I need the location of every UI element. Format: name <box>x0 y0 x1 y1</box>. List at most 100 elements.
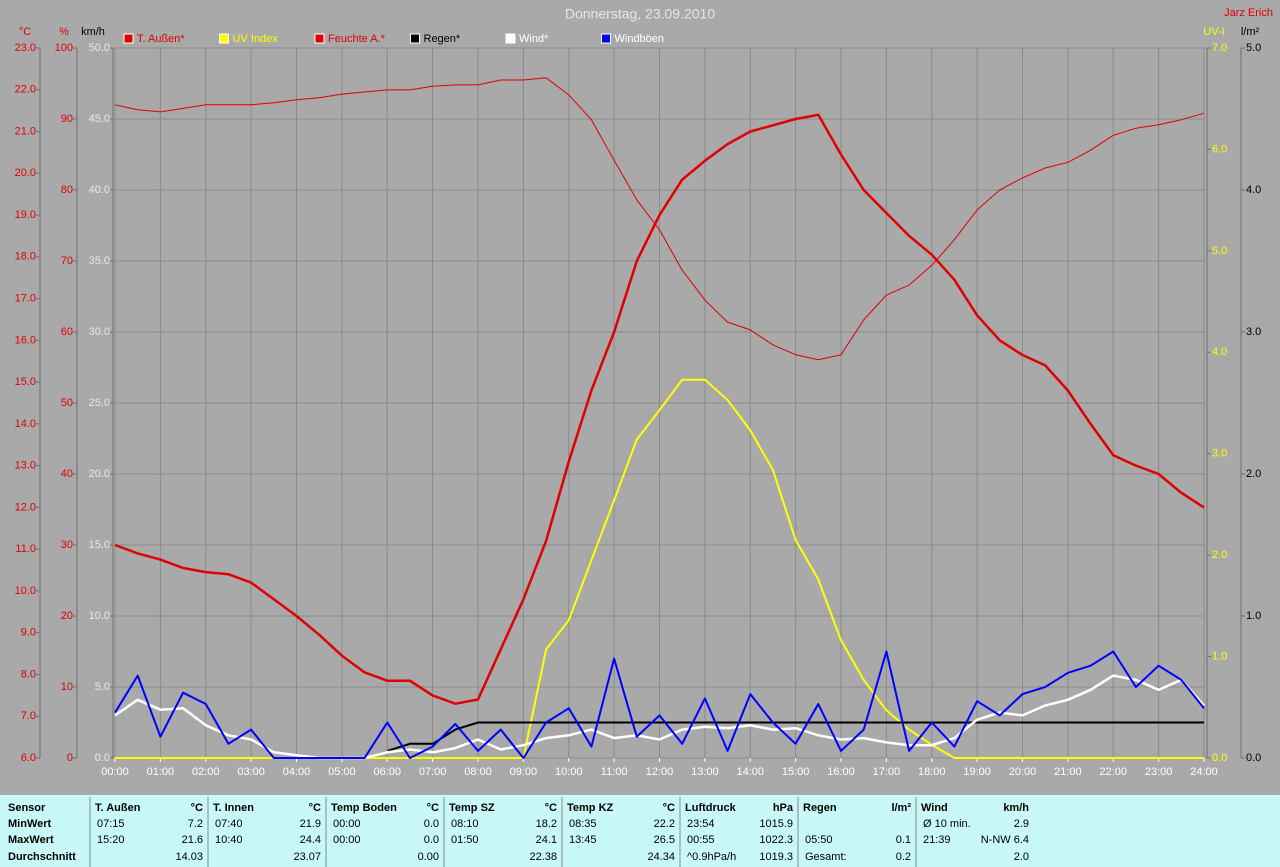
cell-time: 01:50 <box>451 834 479 846</box>
x-tick-label: 19:00 <box>963 766 991 778</box>
legend-swatch <box>314 33 325 44</box>
y-tick-label: 0.0 <box>1246 752 1261 764</box>
group-unit: °C <box>309 802 321 814</box>
cell-value: 21.9 <box>300 818 321 830</box>
cell-time: 21:39 <box>923 834 951 846</box>
y-tick-label: 10 <box>61 681 73 693</box>
group-unit: hPa <box>773 802 794 814</box>
y-tick-label: 10.0 <box>89 610 110 622</box>
x-tick-label: 05:00 <box>328 766 356 778</box>
cell-time: 00:55 <box>687 834 715 846</box>
cell-time: 07:15 <box>97 818 125 830</box>
group-unit: °C <box>663 802 675 814</box>
series-line <box>114 77 1205 361</box>
row-label: Durchschnitt <box>8 851 76 863</box>
y-tick-label: 7.0 <box>1212 42 1227 54</box>
y-tick-label: 20 <box>61 610 73 622</box>
y-tick-label: 25.0 <box>89 397 110 409</box>
cell-value: 26.5 <box>654 834 675 846</box>
group-name: T. Außen <box>95 802 141 814</box>
x-tick-label: 04:00 <box>283 766 311 778</box>
x-tick-label: 10:00 <box>555 766 583 778</box>
y-tick-label: 11.0 <box>15 543 36 555</box>
series-line <box>114 674 1205 760</box>
group-unit: °C <box>545 802 557 814</box>
cell-value: 24.1 <box>536 834 557 846</box>
y-tick-label: 2.0 <box>1246 468 1261 480</box>
cell-time: Ø 10 min. <box>923 818 971 830</box>
series-line <box>114 650 1205 759</box>
cell-value: 1022.3 <box>759 834 793 846</box>
y-tick-label: 35.0 <box>89 255 110 267</box>
row-label: MinWert <box>8 818 52 830</box>
y-tick-label: 12.0 <box>15 501 36 513</box>
x-tick-label: 14:00 <box>736 766 764 778</box>
y-tick-label: 80 <box>61 184 73 196</box>
cell-value: 18.2 <box>536 818 557 830</box>
group-unit: °C <box>427 802 439 814</box>
legend-label: T. Außen* <box>137 33 185 45</box>
legend-swatch <box>123 33 134 44</box>
x-tick-label: 09:00 <box>510 766 538 778</box>
x-tick-label: 11:00 <box>601 766 628 778</box>
legend-label: Regen* <box>424 33 461 45</box>
legend-swatch <box>410 33 420 44</box>
y-tick-label: 13.0 <box>15 460 36 472</box>
legend-label: Feuchte A.* <box>328 33 386 45</box>
cell-time: 08:10 <box>451 818 479 830</box>
y-tick-label: 70 <box>61 255 73 267</box>
y-tick-label: 22.0 <box>15 84 36 96</box>
y-tick-label: 21.0 <box>15 125 36 137</box>
y-tick-label: 9.0 <box>21 627 36 639</box>
axis-unit: UV-I <box>1203 26 1224 38</box>
y-tick-label: 40 <box>61 468 73 480</box>
y-tick-label: 16.0 <box>15 334 36 346</box>
cell-value: 0.2 <box>896 851 911 863</box>
y-tick-label: 19.0 <box>15 209 36 221</box>
y-tick-label: 17.0 <box>15 292 36 304</box>
legend-label: UV Index <box>233 33 279 45</box>
cell-time: Gesamt: <box>805 851 847 863</box>
y-tick-label: 30.0 <box>89 326 110 338</box>
cell-value: 0.00 <box>418 851 439 863</box>
y-tick-label: 1.0 <box>1246 610 1261 622</box>
x-tick-label: 16:00 <box>827 766 855 778</box>
x-tick-label: 18:00 <box>918 766 946 778</box>
cell-value: 21.6 <box>182 834 203 846</box>
cell-value: 1019.3 <box>759 851 793 863</box>
y-tick-label: 45.0 <box>89 113 110 125</box>
y-tick-label: 0 <box>67 752 73 764</box>
cell-time: ^0.9hPa/h <box>687 851 736 863</box>
cell-time: 00:00 <box>333 818 361 830</box>
cell-time: 10:40 <box>215 834 243 846</box>
group-name: Regen <box>803 802 837 814</box>
y-tick-label: 0.0 <box>1212 752 1227 764</box>
x-tick-label: 12:00 <box>646 766 674 778</box>
y-tick-label: 5.0 <box>1212 245 1227 257</box>
cell-value: 1015.9 <box>759 818 793 830</box>
cell-value: 0.1 <box>896 834 911 846</box>
row-label: Sensor <box>8 802 46 814</box>
y-tick-label: 15.0 <box>89 539 110 551</box>
group-unit: km/h <box>1003 802 1029 814</box>
x-tick-label: 07:00 <box>419 766 447 778</box>
cell-value: 0.0 <box>424 834 439 846</box>
y-tick-label: 5.0 <box>95 681 110 693</box>
y-tick-label: 15.0 <box>15 376 36 388</box>
cell-time: 15:20 <box>97 834 125 846</box>
group-unit: l/m² <box>891 802 911 814</box>
x-tick-label: 00:00 <box>101 766 129 778</box>
x-tick-label: 15:00 <box>782 766 810 778</box>
axis-unit: °C <box>19 26 31 38</box>
y-tick-label: 30 <box>61 539 73 551</box>
series-line <box>114 113 1205 705</box>
y-tick-label: 1.0 <box>1212 650 1227 662</box>
y-tick-label: 90 <box>61 113 73 125</box>
legend-swatch <box>219 33 229 44</box>
legend-label: Windböen <box>615 33 665 45</box>
axis-unit: km/h <box>81 26 105 38</box>
cell-value: 24.4 <box>300 834 321 846</box>
y-tick-label: 3.0 <box>1212 448 1227 460</box>
